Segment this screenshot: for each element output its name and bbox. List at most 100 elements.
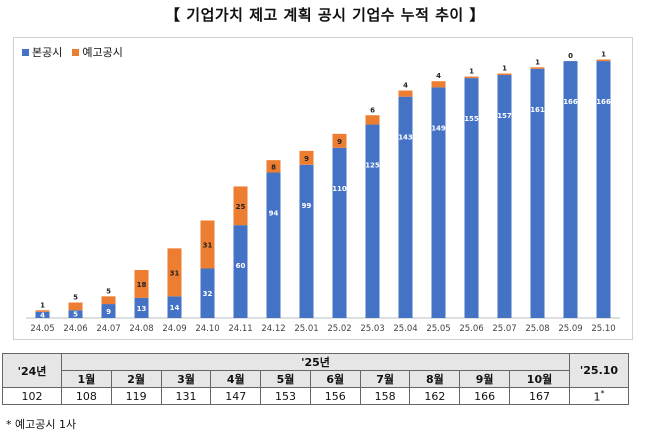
data-label-main: 32 xyxy=(203,290,213,298)
table-value-cell: 158 xyxy=(359,387,411,405)
x-tick-label: 25.03 xyxy=(360,324,384,334)
data-label-preview: 18 xyxy=(137,281,147,289)
legend-swatch-preview xyxy=(72,48,80,56)
data-label-main: 161 xyxy=(530,106,545,114)
table-value-cell: 131 xyxy=(160,387,212,405)
data-label-main: 5 xyxy=(73,311,78,319)
table-value-row: 102 108 119 131 147 153 156 158 162 166 167 1* xyxy=(2,387,629,405)
bar-preview xyxy=(398,90,413,97)
data-label-preview: 4 xyxy=(403,82,408,90)
table-month-header: 5월 xyxy=(260,370,311,388)
data-label-preview: 1 xyxy=(535,58,540,66)
table-value-cell: 166 xyxy=(459,387,511,405)
data-label-main: 9 xyxy=(106,308,111,316)
table-value-cell: 156 xyxy=(309,387,361,405)
data-label-preview: 1 xyxy=(601,51,606,59)
legend-label-main: 본공시 xyxy=(32,46,63,59)
bar-preview xyxy=(35,310,50,312)
count-table: '24년 '25년 '25.10 1월 2월 3월 4월 5월 6월 7월 8월 9월 10월 1… xyxy=(2,353,629,405)
data-label-preview: 25 xyxy=(236,203,246,211)
table-month-header: 3월 xyxy=(160,370,212,388)
data-label-main: 94 xyxy=(269,210,279,218)
chart-legend: 본공시 예고공시 xyxy=(22,44,123,60)
bar-preview xyxy=(596,59,611,62)
bar-main xyxy=(167,296,182,318)
table-month-header: 4월 xyxy=(210,370,262,388)
x-tick-label: 25.10 xyxy=(591,324,615,334)
data-label-preview: 9 xyxy=(337,138,342,146)
table-header-row-1: '24년 '25년 '25.10 xyxy=(2,353,629,388)
x-tick-label: 24.10 xyxy=(195,324,219,334)
bar-preview xyxy=(167,248,182,297)
x-tick-label: 24.11 xyxy=(228,324,252,334)
table-value-cell: 153 xyxy=(260,387,311,405)
data-label-preview: 8 xyxy=(271,163,276,171)
x-tick-label: 24.07 xyxy=(96,324,120,334)
x-tick-label: 25.07 xyxy=(492,324,516,334)
bar-main xyxy=(101,304,116,318)
x-tick-label: 25.06 xyxy=(459,324,483,334)
x-tick-label: 24.09 xyxy=(162,324,186,334)
data-label-preview: 0 xyxy=(568,52,573,60)
bar-main xyxy=(464,78,479,318)
table-month-header: 7월 xyxy=(359,370,411,388)
data-label-preview: 1 xyxy=(502,64,507,72)
x-tick-label: 25.08 xyxy=(525,324,549,334)
bar-preview xyxy=(101,296,116,305)
data-label-main: 166 xyxy=(596,98,611,106)
table-value-last: 1* xyxy=(569,387,629,405)
legend-label-preview: 예고공시 xyxy=(82,46,123,59)
bar-main xyxy=(563,61,578,318)
table-corner-2024: '24년 xyxy=(2,353,62,388)
bar-preview xyxy=(530,67,545,69)
data-label-preview: 1 xyxy=(40,301,45,309)
x-tick-label: 25.02 xyxy=(327,324,351,334)
bar-main xyxy=(398,96,413,318)
x-tick-label: 25.09 xyxy=(558,324,582,334)
table-month-header: 10월 xyxy=(509,370,570,388)
data-label-main: 157 xyxy=(497,112,512,120)
chart-container: 본공시 예고공시 4 1 24.05 5 5 24.06 9 5 24.07 13 18 24.08 1… xyxy=(13,37,633,340)
bar-main xyxy=(365,124,380,318)
bar-main xyxy=(35,311,50,318)
data-label-main: 125 xyxy=(365,162,380,170)
table-value-last-number: 1 xyxy=(593,390,601,404)
data-label-main: 155 xyxy=(464,115,479,123)
bar-main xyxy=(200,268,215,318)
legend-item-main: 본공시 xyxy=(22,44,62,60)
bar-main xyxy=(68,310,83,318)
x-tick-label: 25.01 xyxy=(294,324,318,334)
footnote: * 예고공시 1사 xyxy=(6,418,77,431)
bar-preview xyxy=(497,73,512,76)
table-month-header: 9월 xyxy=(459,370,511,388)
bar-main xyxy=(596,61,611,318)
x-tick-label: 25.05 xyxy=(426,324,450,334)
data-label-main: 4 xyxy=(40,311,45,319)
table-value-2024: 102 xyxy=(2,387,62,405)
table-month-row: 1월 2월 3월 4월 5월 6월 7월 8월 9월 10월 xyxy=(3,370,629,388)
x-tick-label: 25.04 xyxy=(393,324,417,334)
data-label-preview: 9 xyxy=(304,155,309,163)
bar-preview xyxy=(431,81,446,88)
x-tick-label: 24.12 xyxy=(261,324,285,334)
table-value-cell: 162 xyxy=(409,387,461,405)
bar-main xyxy=(266,172,281,318)
chart-title: 【 기업가치 제고 계획 공시 기업수 누적 추이 】 xyxy=(165,6,485,24)
table-value-cell: 108 xyxy=(61,387,112,405)
data-label-main: 99 xyxy=(302,202,312,210)
table-value-last-mark: * xyxy=(600,388,605,398)
bar-preview xyxy=(266,160,281,173)
data-label-preview: 5 xyxy=(73,294,78,302)
bar-preview xyxy=(299,150,314,165)
bar-preview xyxy=(233,186,248,226)
legend-swatch-main xyxy=(22,48,29,56)
table-year-header: '25년 xyxy=(61,353,570,371)
bar-main xyxy=(530,68,545,318)
data-label-preview: 6 xyxy=(370,106,375,114)
bar-preview xyxy=(134,270,149,298)
bar-main xyxy=(332,147,347,318)
data-label-main: 110 xyxy=(332,185,347,193)
table-month-header: 6월 xyxy=(309,370,361,388)
x-tick-label: 24.06 xyxy=(63,324,87,334)
bar-preview xyxy=(332,133,347,148)
